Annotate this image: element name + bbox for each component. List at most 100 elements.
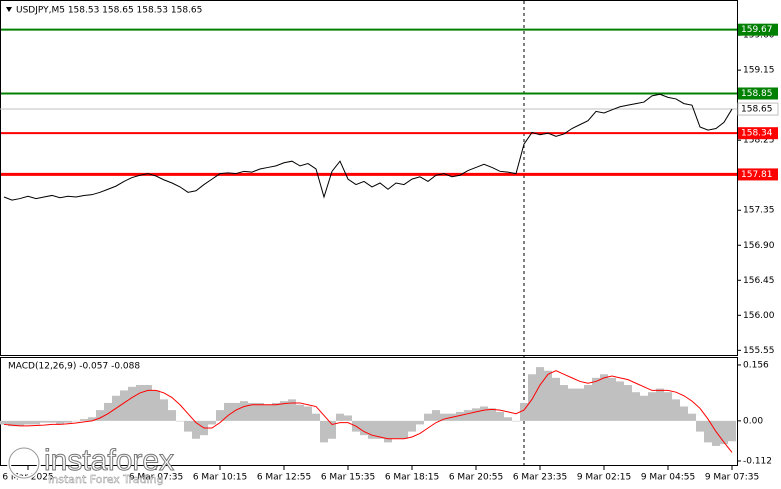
histogram-bar (184, 420, 192, 432)
y-tick-label: 0.156 (743, 360, 769, 370)
histogram-bar (400, 420, 408, 439)
histogram-bar (656, 388, 664, 421)
logo-outline (8, 447, 40, 479)
histogram-bar (624, 385, 632, 421)
histogram-bar (640, 395, 648, 421)
histogram-bar (408, 420, 416, 432)
histogram-bar (480, 406, 488, 421)
histogram-bar (208, 420, 216, 425)
histogram-bar (576, 388, 584, 421)
histogram-bar (104, 402, 112, 421)
histogram-bar (664, 392, 672, 421)
histogram-bar (680, 406, 688, 421)
histogram-bar (152, 390, 160, 421)
histogram-bar (424, 413, 432, 421)
x-tick-label: 9 Mar 07:35 (705, 473, 759, 483)
histogram-bar (296, 404, 304, 421)
histogram-bar (288, 399, 296, 421)
histogram-bar (280, 401, 288, 421)
histogram-bar (616, 381, 624, 421)
y-tick-label: 157.35 (743, 206, 775, 216)
macd-title: MACD(12,26,9) -0.057 -0.088 (8, 362, 140, 372)
histogram-bar (376, 420, 384, 439)
histogram-bar (336, 413, 344, 421)
level-label: 158.85 (741, 89, 773, 99)
histogram-bar (528, 374, 536, 421)
signal-line (3, 370, 733, 453)
histogram-bar (128, 386, 136, 421)
histogram-bar (264, 404, 272, 421)
histogram-bar (496, 411, 504, 421)
histogram-bar (24, 420, 32, 425)
y-tick-label: 0.00 (743, 416, 763, 426)
level-label: 157.81 (741, 170, 773, 180)
histogram-bar (248, 402, 256, 421)
y-tick-label: -0.112 (743, 456, 772, 466)
histogram-bar (368, 420, 376, 439)
histogram-bar (256, 402, 264, 421)
histogram-bar (472, 408, 480, 421)
histogram-bar (608, 377, 616, 421)
level-label-box (738, 168, 778, 181)
x-tick-label: 6 Mar 07:35 (129, 473, 183, 483)
plot-layer: 159.60159.15158.25157.35156.90156.45156.… (0, 23, 779, 483)
histogram-bar (40, 420, 48, 423)
histogram-bar (560, 385, 568, 421)
histogram-bar (456, 411, 464, 421)
bid-label-box (737, 102, 779, 116)
y-tick-label: 158.25 (743, 136, 775, 146)
x-tick-label: 9 Mar 02:15 (577, 473, 631, 483)
level-label: 158.34 (741, 129, 773, 139)
histogram-bar (72, 420, 80, 422)
histogram-bar (160, 399, 168, 421)
histogram-bar (704, 420, 712, 443)
histogram-bar (56, 420, 64, 425)
histogram-bar (224, 402, 232, 421)
histogram-bar (216, 410, 224, 421)
x-tick-label: 6 Mar 10:15 (193, 473, 247, 483)
y-tick-label: 156.00 (743, 311, 775, 321)
y-tick-label: 156.45 (743, 276, 775, 286)
x-tick-label: 9 Mar 04:55 (641, 473, 695, 483)
histogram-bar (392, 420, 400, 439)
histogram-bar (96, 410, 104, 421)
histogram-bar (632, 392, 640, 421)
histogram-bar (360, 420, 368, 436)
histogram-bar (240, 401, 248, 421)
histogram-bar (720, 420, 728, 445)
level-label-box (738, 87, 778, 100)
x-tick-label: 6 Mar 18:15 (385, 473, 439, 483)
histogram-bar (64, 420, 72, 423)
histogram-bar (488, 408, 496, 421)
price-pane (0, 0, 738, 356)
x-tick-label: 6 Mar 15:35 (321, 473, 375, 483)
histogram-bar (384, 420, 392, 443)
price-line (3, 93, 733, 201)
histogram-bar (552, 377, 560, 421)
histogram-bar (312, 413, 320, 421)
level-label-box (738, 23, 778, 36)
histogram-bar (8, 420, 16, 427)
histogram-bar (464, 410, 472, 421)
histogram-bar (328, 420, 336, 439)
histogram-bar (0, 420, 8, 425)
chart-title: USDJPY,M5 158.53 158.65 158.53 158.65 (16, 6, 202, 16)
histogram-bar (80, 419, 88, 421)
histogram-bar (696, 420, 704, 432)
y-tick-label: 155.55 (743, 346, 775, 356)
histogram-bar (584, 385, 592, 421)
histogram-bar (544, 370, 552, 421)
histogram-bar (520, 402, 528, 421)
histogram-bar (712, 420, 720, 446)
histogram-bar (144, 385, 152, 421)
histogram-bar (320, 420, 328, 443)
tagline: Instant Forex Trading (48, 473, 164, 486)
histogram-bar (272, 402, 280, 421)
bid-label: 158.65 (741, 105, 773, 115)
histogram-bar (416, 420, 424, 425)
histogram-bar (192, 420, 200, 439)
histogram-bar (176, 420, 184, 422)
histogram-bar (48, 420, 56, 423)
histogram-bar (344, 415, 352, 421)
